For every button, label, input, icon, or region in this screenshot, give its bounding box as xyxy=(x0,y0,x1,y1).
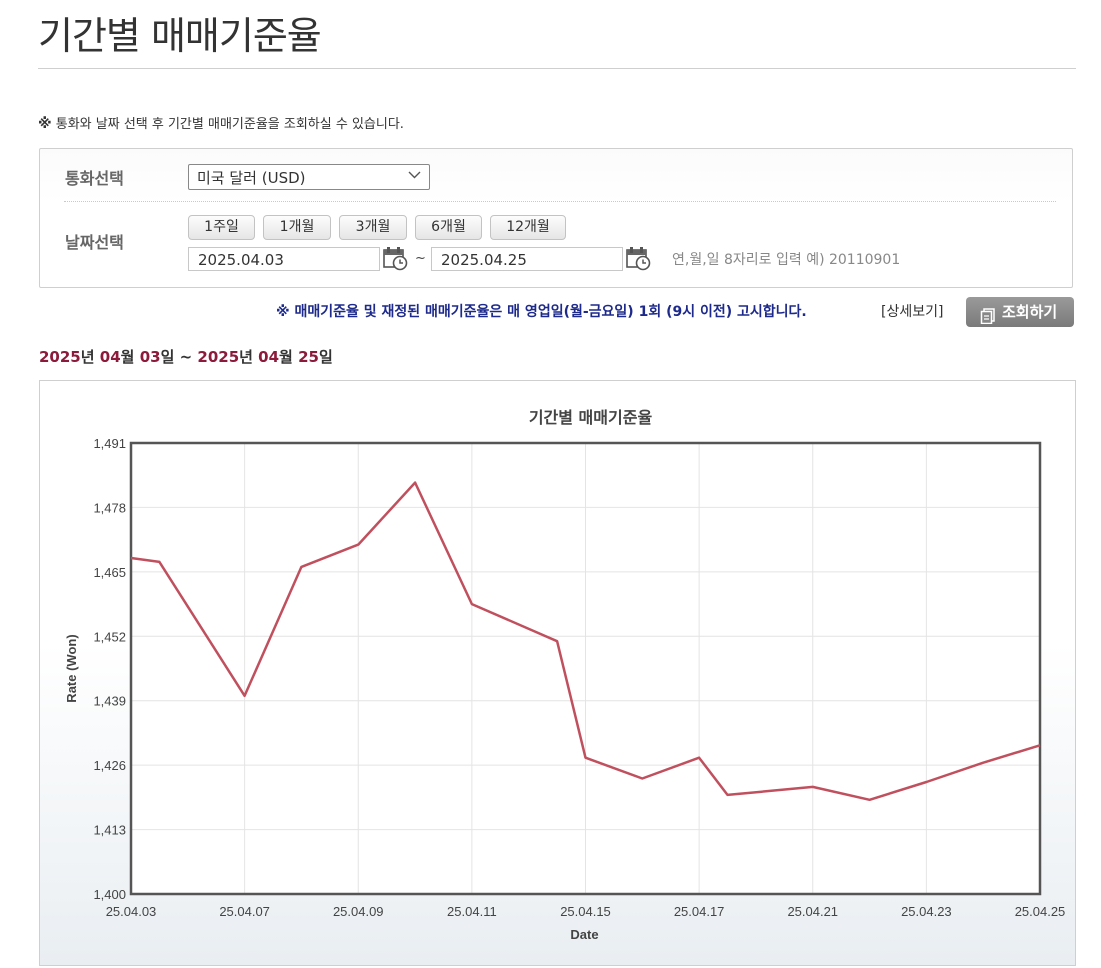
period-12month-button[interactable]: 12개월 xyxy=(490,215,566,240)
x-tick-label: 25.04.21 xyxy=(787,904,838,919)
date-range-heading: 2025년 04월 03일 ~ 2025년 04월 25일 xyxy=(39,346,333,367)
month-suffix: 월 xyxy=(120,348,140,366)
range-start-month: 04 xyxy=(99,348,121,366)
notice-mark: ※ xyxy=(38,116,52,132)
publication-notice: ※ 매매기준율 및 재정된 매매기준율은 매 영업일(월-금요일) 1회 (9시… xyxy=(276,304,807,320)
detail-link[interactable]: [상세보기] xyxy=(881,304,944,320)
period-3month-button[interactable]: 3개월 xyxy=(339,215,407,240)
x-tick-label: 25.04.25 xyxy=(1015,904,1066,919)
range-separator: ~ xyxy=(174,348,198,366)
y-tick-label: 1,491 xyxy=(93,436,126,451)
range-end-month: 04 xyxy=(258,348,280,366)
plot-frame xyxy=(129,441,1042,896)
x-axis-label: Date xyxy=(570,927,598,942)
currency-select-value: 미국 달러 (USD) xyxy=(197,169,306,187)
x-tick-label: 25.04.09 xyxy=(333,904,384,919)
start-date-input[interactable]: 2025.04.03 xyxy=(188,247,380,271)
range-start-day: 03 xyxy=(139,348,161,366)
period-1month-button[interactable]: 1개월 xyxy=(263,215,331,240)
chart-panel: 1,400 1,413 1,426 1,439 1,452 1,465 1,478 1,491… xyxy=(39,380,1076,966)
calendar-icon[interactable] xyxy=(626,246,651,271)
y-tick-label: 1,413 xyxy=(93,823,126,838)
period-6month-button[interactable]: 6개월 xyxy=(415,215,482,240)
chart-title: 기간별 매매기준율 xyxy=(529,408,653,427)
y-tick-label: 1,478 xyxy=(93,500,126,515)
notice-text: 통화와 날짜 선택 후 기간별 매매기준율을 조회하실 수 있습니다. xyxy=(55,117,404,132)
period-1week-button[interactable]: 1주일 xyxy=(188,215,255,240)
page-title: 기간별 매매기준율 xyxy=(38,14,322,58)
chevron-down-icon xyxy=(408,168,421,185)
day-suffix: 일 xyxy=(160,348,175,366)
date-label: 날짜선택 xyxy=(65,233,124,252)
rate-series-line xyxy=(130,481,1041,802)
x-tick-label: 25.04.23 xyxy=(901,904,952,919)
y-tick-label: 1,426 xyxy=(93,758,126,773)
exchange-rate-chart: 1,400 1,413 1,426 1,439 1,452 1,465 1,478 1,491… xyxy=(64,408,1066,942)
y-axis-label: Rate (Won) xyxy=(64,634,79,702)
query-button[interactable]: 조회하기 xyxy=(966,297,1074,327)
date-format-hint: 연,월,일 8자리로 입력 예) 20110901 xyxy=(672,252,901,268)
title-divider xyxy=(38,68,1076,69)
x-tick-label: 25.04.15 xyxy=(560,904,611,919)
x-tick-label: 25.04.11 xyxy=(447,904,497,919)
month-suffix: 월 xyxy=(279,348,299,366)
row-divider xyxy=(64,201,1056,202)
notice: ※ 통화와 날짜 선택 후 기간별 매매기준율을 조회하실 수 있습니다. xyxy=(38,113,404,132)
date-range-separator: ~ xyxy=(415,251,426,266)
currency-select[interactable]: 미국 달러 (USD) xyxy=(188,164,430,190)
y-tick-label: 1,439 xyxy=(93,694,126,709)
currency-label: 통화선택 xyxy=(65,169,124,188)
calendar-icon[interactable] xyxy=(383,246,408,271)
query-button-label: 조회하기 xyxy=(1002,303,1058,321)
document-icon xyxy=(980,304,996,325)
end-date-input[interactable]: 2025.04.25 xyxy=(431,247,623,271)
range-start-year: 2025 xyxy=(39,348,81,366)
year-suffix: 년 xyxy=(80,348,100,366)
x-tick-label: 25.04.03 xyxy=(106,904,157,919)
range-end-day: 25 xyxy=(298,348,319,366)
search-form: 통화선택 미국 달러 (USD) 날짜선택 1주일 1개월 3개월 6개월 12… xyxy=(39,148,1073,288)
day-suffix: 일 xyxy=(318,348,333,366)
x-tick-label: 25.04.07 xyxy=(219,904,270,919)
y-tick-label: 1,400 xyxy=(93,887,126,902)
range-end-year: 2025 xyxy=(197,348,240,366)
y-tick-label: 1,452 xyxy=(93,629,126,644)
x-tick-label: 25.04.17 xyxy=(674,904,725,919)
year-suffix: 년 xyxy=(239,348,259,366)
y-tick-label: 1,465 xyxy=(93,565,126,580)
